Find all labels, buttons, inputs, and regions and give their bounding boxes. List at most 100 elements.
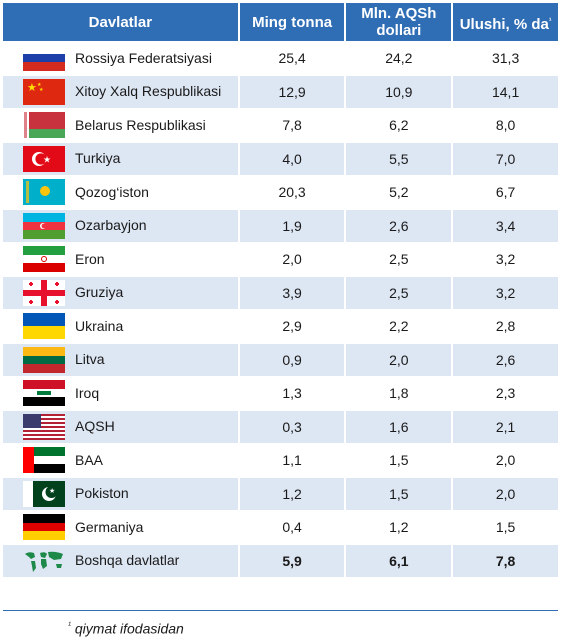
- country-name: Turkiya: [75, 150, 121, 167]
- table-row: Ukraina 2,9 2,2 2,8: [3, 309, 558, 343]
- country-name: Pokiston: [75, 485, 129, 502]
- azerbaijan-flag-icon: [23, 212, 65, 239]
- usd-cell: 10,9: [346, 74, 454, 108]
- table-row: Belarus Respublikasi 7,8 6,2 8,0: [3, 108, 558, 142]
- svg-text:★: ★: [37, 82, 42, 88]
- country-name: Ukraina: [75, 317, 124, 334]
- tonnes-cell: 0,3: [239, 409, 347, 443]
- share-cell: 31,3: [453, 41, 558, 75]
- share-cell: 3,4: [453, 208, 558, 242]
- country-cell: Ukraina: [3, 309, 240, 343]
- country-name: Belarus Respublikasi: [75, 116, 206, 133]
- usd-cell: 24,2: [346, 41, 454, 75]
- usd-cell: 6,2: [346, 108, 454, 142]
- usd-cell: 2,5: [346, 242, 454, 276]
- share-cell: 14,1: [453, 74, 558, 108]
- table-row: AQSH 0,3 1,6 2,1: [3, 409, 558, 443]
- usd-cell: 2,0: [346, 342, 454, 376]
- country-cell: ★ Pokiston: [3, 476, 240, 510]
- usd-cell: 1,8: [346, 376, 454, 410]
- country-name: Ozarbayjon: [75, 217, 147, 234]
- header-share: Ulushi, % da¹: [453, 3, 558, 41]
- header-country: Davlatlar: [3, 3, 240, 41]
- table-row: Qozog‘iston 20,3 5,2 6,7: [3, 175, 558, 209]
- usd-cell: 1,6: [346, 409, 454, 443]
- lithuania-flag-icon: [23, 346, 65, 373]
- ukraine-flag-icon: [23, 313, 65, 340]
- country-name: Litva: [75, 351, 105, 368]
- share-cell: 2,8: [453, 309, 558, 343]
- table-row: ★ ★ ★ Xitoy Xalq Respublikasi 12,9 10,9 14,1: [3, 74, 558, 108]
- country-cell: Ozarbayjon: [3, 208, 240, 242]
- tonnes-cell: 12,9: [239, 74, 347, 108]
- tonnes-cell: 2,0: [239, 242, 347, 276]
- share-cell: 2,0: [453, 476, 558, 510]
- table-row: Germaniya 0,4 1,2 1,5: [3, 510, 558, 544]
- tonnes-cell: 1,3: [239, 376, 347, 410]
- usd-cell: 1,5: [346, 476, 454, 510]
- share-cell: 8,0: [453, 108, 558, 142]
- turkey-flag-icon: ★: [23, 145, 65, 172]
- usd-cell: 2,2: [346, 309, 454, 343]
- usd-cell: 1,2: [346, 510, 454, 544]
- world-map-icon: [23, 547, 65, 574]
- country-name: Boshqa davlatlar: [75, 552, 180, 569]
- table-header-row: Davlatlar Ming tonna Mln. AQSh dollari U…: [3, 3, 558, 41]
- footnote: ¹ qiymat ifodasidan: [68, 620, 184, 637]
- belarus-flag-icon: [23, 112, 65, 139]
- table-row: Litva 0,9 2,0 2,6: [3, 342, 558, 376]
- header-usd: Mln. AQSh dollari: [346, 3, 454, 41]
- tonnes-cell: 1,9: [239, 208, 347, 242]
- usa-flag-icon: [23, 413, 65, 440]
- uae-flag-icon: [23, 447, 65, 474]
- country-name: AQSH: [75, 418, 115, 435]
- table-bottom-line: [3, 610, 558, 611]
- russia-flag-icon: [23, 45, 65, 72]
- usd-cell: 1,5: [346, 443, 454, 477]
- country-name: Gruziya: [75, 284, 124, 301]
- country-name: Xitoy Xalq Respublikasi: [75, 83, 222, 100]
- tonnes-cell: 5,9: [239, 543, 347, 577]
- country-cell: Rossiya Federatsiyasi: [3, 41, 240, 75]
- usd-cell: 2,6: [346, 208, 454, 242]
- share-cell: 7,0: [453, 141, 558, 175]
- country-name: Eron: [75, 250, 105, 267]
- country-cell: Boshqa davlatlar: [3, 543, 240, 577]
- country-table: Davlatlar Ming tonna Mln. AQSh dollari U…: [3, 3, 558, 577]
- svg-text:★: ★: [49, 487, 55, 495]
- country-cell: Germaniya: [3, 510, 240, 544]
- table-row: BAA 1,1 1,5 2,0: [3, 443, 558, 477]
- tonnes-cell: 0,4: [239, 510, 347, 544]
- tonnes-cell: 2,9: [239, 309, 347, 343]
- table-row: ★ Turkiya 4,0 5,5 7,0: [3, 141, 558, 175]
- svg-text:★: ★: [27, 82, 37, 94]
- country-cell: Iroq: [3, 376, 240, 410]
- share-cell: 2,0: [453, 443, 558, 477]
- table-row: Eron 2,0 2,5 3,2: [3, 242, 558, 276]
- tonnes-cell: 20,3: [239, 175, 347, 209]
- share-cell: 2,1: [453, 409, 558, 443]
- tonnes-cell: 4,0: [239, 141, 347, 175]
- iraq-flag-icon: [23, 380, 65, 407]
- country-cell: ★ ★ ★ Xitoy Xalq Respublikasi: [3, 74, 240, 108]
- share-cell: 1,5: [453, 510, 558, 544]
- usd-cell: 6,1: [346, 543, 454, 577]
- table-row: Rossiya Federatsiyasi 25,4 24,2 31,3: [3, 41, 558, 75]
- tonnes-cell: 0,9: [239, 342, 347, 376]
- table-row: Ozarbayjon 1,9 2,6 3,4: [3, 208, 558, 242]
- country-cell: Qozog‘iston: [3, 175, 240, 209]
- pakistan-flag-icon: ★: [23, 480, 65, 507]
- country-cell: Eron: [3, 242, 240, 276]
- country-name: Qozog‘iston: [75, 183, 149, 200]
- share-cell: 3,2: [453, 275, 558, 309]
- table-row: Gruziya 3,9 2,5 3,2: [3, 275, 558, 309]
- share-cell: 3,2: [453, 242, 558, 276]
- kazakhstan-flag-icon: [23, 179, 65, 206]
- table-row: ★ Pokiston 1,2 1,5 2,0: [3, 476, 558, 510]
- share-cell: 6,7: [453, 175, 558, 209]
- country-cell: Gruziya: [3, 275, 240, 309]
- table-row: Boshqa davlatlar 5,9 6,1 7,8: [3, 543, 558, 577]
- tonnes-cell: 3,9: [239, 275, 347, 309]
- tonnes-cell: 25,4: [239, 41, 347, 75]
- country-cell: BAA: [3, 443, 240, 477]
